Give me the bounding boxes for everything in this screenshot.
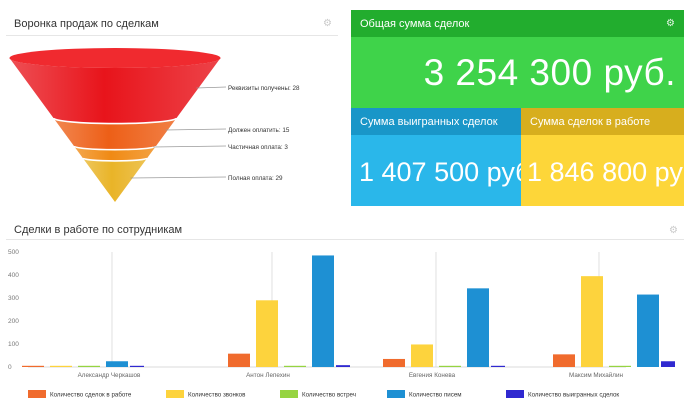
bar[interactable] (553, 354, 575, 367)
x-category-label: Максим Михайлин (569, 371, 623, 379)
gear-icon[interactable]: ⚙ (666, 18, 675, 29)
funnel-stage-divider (73, 145, 157, 151)
funnel-widget-header: Воронка продаж по сделкам ⚙ (6, 6, 338, 36)
y-tick-label: 400 (8, 272, 19, 279)
employees-chart-title: Сделки в работе по сотрудникам (14, 224, 183, 236)
in-work-sum-label: Сумма сделок в работе (530, 116, 651, 128)
legend-label[interactable]: Количество звонков (188, 392, 246, 399)
total-sum-value: 3 254 300 руб. (423, 52, 676, 93)
total-sum-panel: Общая сумма сделок ⚙ 3 254 300 руб. (351, 10, 684, 108)
in-work-sum-value: 1 846 800 руб. (527, 157, 684, 187)
bar[interactable] (312, 255, 334, 367)
y-tick-label: 200 (8, 318, 19, 325)
bar[interactable] (661, 361, 675, 367)
legend-label[interactable]: Количество выигранных сделок (528, 392, 619, 399)
y-tick-label: 100 (8, 341, 19, 348)
bar[interactable] (50, 365, 72, 367)
legend-label[interactable]: Количество встреч (302, 392, 356, 399)
bar[interactable] (256, 300, 278, 367)
funnel-leader-line (153, 145, 227, 148)
y-tick-label: 500 (8, 249, 19, 256)
legend-swatch[interactable] (387, 390, 405, 398)
funnel-stage[interactable] (82, 158, 148, 202)
x-category-label: Александр Черкашов (78, 372, 141, 379)
won-sum-label: Сумма выигранных сделок (360, 116, 498, 128)
legend-label[interactable]: Количество сделок в работе (50, 392, 132, 399)
in-work-sum-header: Сумма сделок в работе (521, 108, 684, 135)
gear-icon[interactable]: ⚙ (323, 18, 332, 29)
funnel-title: Воронка продаж по сделкам (14, 18, 159, 30)
bar[interactable] (637, 294, 659, 367)
x-category-label: Евгения Конева (409, 372, 456, 379)
total-sum-header: Общая сумма сделок ⚙ (351, 10, 684, 37)
funnel-top-rim (9, 48, 221, 68)
legend-swatch[interactable] (28, 390, 46, 398)
total-sum-label: Общая сумма сделок (360, 18, 470, 30)
employees-chart-header: Сделки в работе по сотрудникам ⚙ (6, 214, 684, 240)
won-sum-value: 1 407 500 руб. (359, 157, 521, 187)
funnel-stage-label: Должен оплатить: 15 (228, 127, 290, 134)
funnel-leader-line (165, 128, 227, 131)
funnel-stage[interactable] (9, 58, 221, 124)
won-sum-header: Сумма выигранных сделок (351, 108, 521, 135)
funnel-stage-label: Частичная оплата: 3 (228, 144, 288, 151)
y-tick-label: 0 (8, 364, 12, 371)
funnel-stage-divider (81, 157, 149, 162)
bar[interactable] (383, 358, 405, 367)
bar[interactable] (78, 365, 100, 367)
employees-bar-chart: 0 100 200 300 400 500 Александр Черкашов Антон … (8, 249, 675, 399)
bar[interactable] (491, 365, 505, 367)
bar[interactable] (228, 353, 250, 367)
in-work-sum-panel: Сумма сделок в работе 1 846 800 руб. (521, 108, 684, 206)
employees-chart-widget: Сделки в работе по сотрудникам ⚙ 0 100 200… (6, 214, 684, 404)
funnel-leader-line (130, 176, 227, 179)
bar[interactable] (284, 365, 306, 367)
funnel-stage[interactable] (53, 118, 177, 150)
bar[interactable] (106, 361, 128, 367)
bar[interactable] (439, 365, 461, 367)
bar[interactable] (467, 288, 489, 367)
gear-icon[interactable]: ⚙ (669, 225, 678, 236)
funnel-chart: Реквизиты получены: 28 Должен оплатить: 1… (9, 48, 300, 202)
y-tick-label: 300 (8, 295, 19, 302)
totals-widget: Общая сумма сделок ⚙ 3 254 300 руб. Сумм… (351, 10, 684, 206)
bar[interactable] (22, 365, 44, 367)
bar[interactable] (581, 276, 603, 367)
legend-swatch[interactable] (166, 390, 184, 398)
funnel-stage-label: Полная оплата: 29 (228, 175, 283, 182)
won-sum-panel: Сумма выигранных сделок 1 407 500 руб. (351, 108, 521, 206)
funnel-widget: Воронка продаж по сделкам ⚙ Реквизиты по… (6, 6, 338, 204)
bar[interactable] (411, 344, 433, 367)
legend-swatch[interactable] (506, 390, 524, 398)
funnel-stage-divider (52, 117, 178, 125)
legend-label[interactable]: Количество писем (409, 392, 462, 399)
funnel-leader-line (196, 86, 227, 89)
x-category-label: Антон Лепехин (246, 372, 290, 379)
funnel-stage-label: Реквизиты получены: 28 (228, 85, 300, 92)
bar[interactable] (336, 365, 350, 367)
bar[interactable] (130, 365, 144, 367)
bar[interactable] (609, 365, 631, 367)
legend-swatch[interactable] (280, 390, 298, 398)
